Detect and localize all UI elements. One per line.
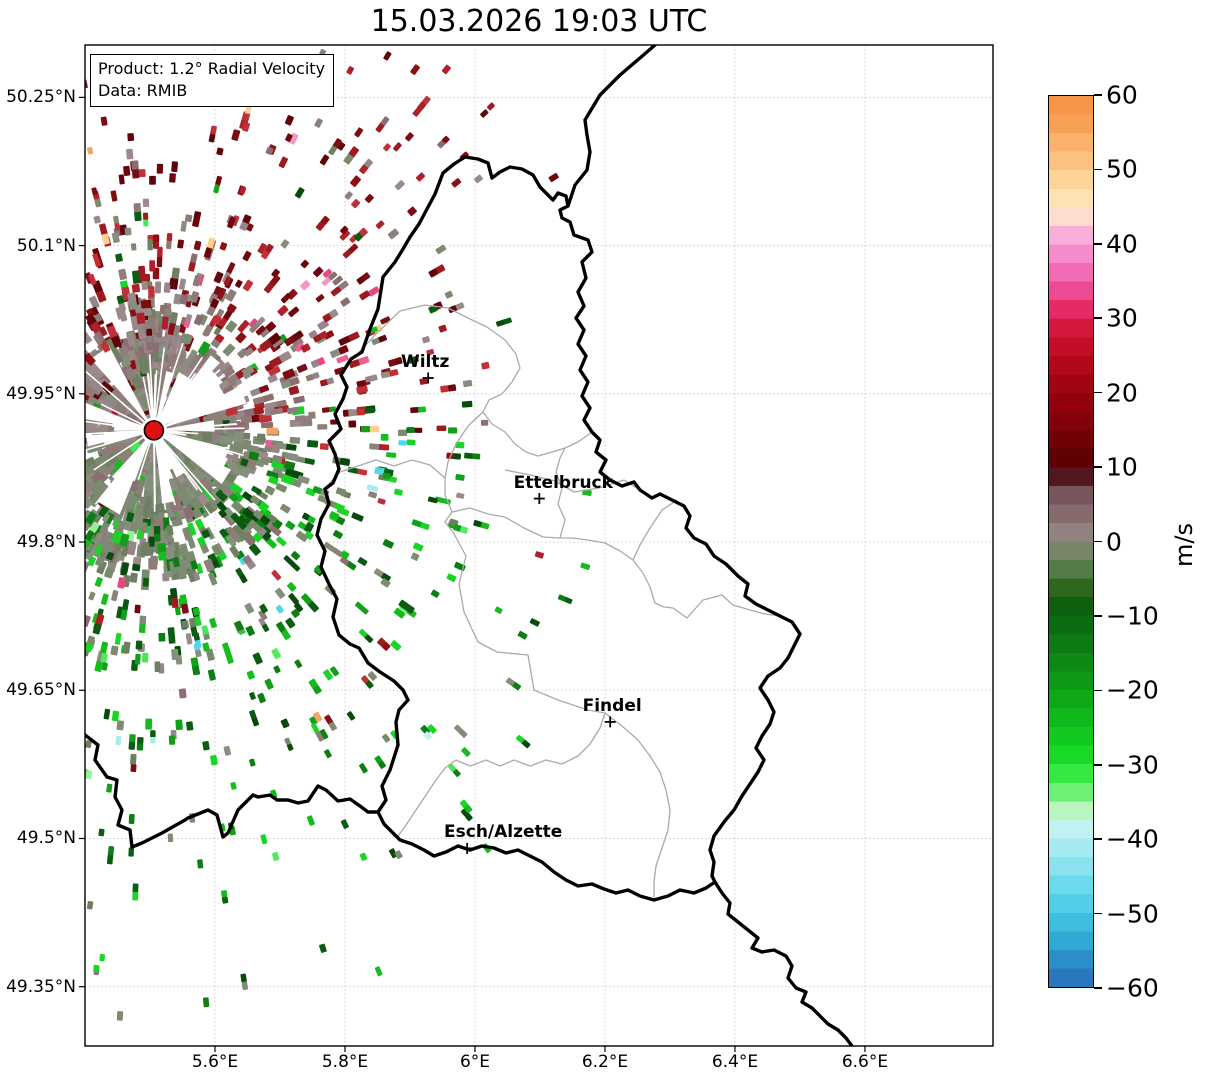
radar-streaks [85, 342, 247, 515]
colorbar-tick-label-10: −40 [1106, 824, 1159, 854]
colorbar-tick-label-11: −50 [1106, 899, 1159, 929]
city-markers [422, 372, 616, 854]
colorbar-tick-label-5: 10 [1106, 452, 1138, 482]
colorbar-tick-10 [1094, 838, 1102, 840]
colorbar-tick-label-2: 40 [1106, 229, 1138, 259]
figure-title: 15.03.2026 19:03 UTC [370, 4, 708, 39]
x-tick-label-2: 6°E [459, 1052, 490, 1072]
y-tick-label-6: 49.35°N [6, 976, 76, 997]
colorbar-tick-label-8: −20 [1106, 675, 1159, 705]
colorbar-unit-label: m/s [1169, 523, 1198, 567]
colorbar-tick-label-9: −30 [1106, 750, 1159, 780]
y-tick-label-1: 50.1°N [16, 235, 76, 256]
product-label: Product: 1.2° Radial Velocity [98, 59, 326, 78]
x-tick-label-1: 5.8°E [321, 1052, 369, 1072]
x-tick-label-5: 6.6°E [841, 1052, 889, 1072]
y-tick-label-4: 49.65°N [6, 680, 76, 701]
colorbar-tick-label-12: −60 [1106, 973, 1159, 1003]
colorbar-tick-7 [1094, 615, 1102, 617]
x-tick-label-0: 5.6°E [191, 1052, 239, 1072]
product-info-box: Product: 1.2° Radial Velocity Data: RMIB [90, 54, 335, 108]
gridlines [85, 45, 993, 1046]
colorbar-tick-label-3: 30 [1106, 303, 1138, 333]
x-tick-label-4: 6.4°E [711, 1052, 759, 1072]
colorbar-tick-2 [1094, 243, 1102, 245]
colorbar-tick-1 [1094, 168, 1102, 171]
colorbar-tick-9 [1094, 763, 1102, 766]
y-tick-label-5: 49.5°N [16, 828, 76, 849]
y-tick-label-3: 49.8°N [16, 532, 76, 553]
radar-site-marker [143, 420, 165, 441]
plot-frame [79, 44, 994, 1052]
data-source-label: Data: RMIB [98, 81, 188, 101]
colorbar-tick-label-4: 20 [1106, 378, 1138, 408]
colorbar-tick-label-0: 60 [1106, 80, 1138, 110]
x-tick-label-3: 6.2°E [581, 1052, 629, 1072]
colorbar-tick-6 [1094, 540, 1102, 543]
colorbar-tick-11 [1094, 912, 1102, 915]
colorbar-tick-8 [1094, 689, 1102, 692]
city-label-wiltz: Wiltz [400, 352, 450, 372]
colorbar-tick-label-6: 0 [1106, 527, 1122, 556]
colorbar [1048, 95, 1094, 988]
colorbar-tick-0 [1094, 94, 1102, 96]
colorbar-tick-label-7: −10 [1106, 601, 1159, 631]
city-label-findel: Findel [582, 695, 642, 716]
city-label-esch-alzette: Esch/Alzette [444, 822, 563, 843]
colorbar-tick-5 [1094, 466, 1102, 468]
y-tick-label-0: 50.25°N [6, 87, 76, 108]
velocity-bins-outer [85, 48, 592, 1021]
colorbar-tick-12 [1094, 987, 1102, 989]
colorbar-tick-label-1: 50 [1106, 154, 1138, 184]
city-label-ettelbruck: Ettelbruck [513, 472, 613, 493]
y-tick-label-2: 49.95°N [6, 383, 76, 404]
colorbar-tick-3 [1094, 317, 1102, 320]
country-borders [85, 45, 854, 1046]
canton-borders [326, 304, 781, 900]
colorbar-tick-4 [1094, 391, 1102, 394]
